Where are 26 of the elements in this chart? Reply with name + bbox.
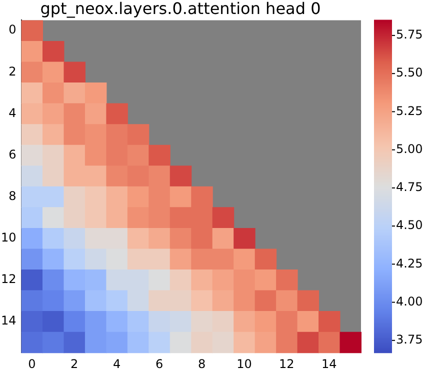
- color-bar-label: 4.75: [396, 180, 423, 194]
- y-tick-label: 0: [8, 22, 16, 37]
- x-tick-label: 2: [70, 356, 78, 371]
- y-tick-label: 12: [0, 272, 16, 286]
- y-tick-label: 10: [0, 230, 16, 244]
- color-bar-label: 4.25: [396, 256, 423, 270]
- y-tick-label: 2: [8, 64, 16, 78]
- x-tick-label: 6: [155, 356, 164, 371]
- color-bar-label: 5.75: [396, 28, 423, 42]
- x-tick-label: 0: [28, 356, 36, 371]
- x-tick-label: 10: [236, 356, 252, 371]
- y-tick-label: 8: [8, 188, 16, 203]
- chart-title: gpt_neox.layers.0.attention head 0: [40, 0, 321, 18]
- color-bar-label: 5.00: [396, 142, 423, 156]
- y-tick-label: 4: [8, 106, 16, 120]
- y-tick-label: 6: [8, 147, 16, 162]
- x-tick-label: 4: [113, 356, 121, 371]
- color-bar-label: 5.50: [396, 66, 423, 80]
- color-bar-label: 4.50: [396, 218, 423, 232]
- color-bar-label: 3.75: [396, 332, 423, 347]
- x-tick-label: 12: [279, 356, 294, 371]
- color-bar-label: 5.25: [396, 104, 423, 118]
- x-tick-label: 14: [322, 356, 337, 371]
- x-tick-label: 8: [198, 356, 206, 371]
- y-tick-label: 14: [0, 314, 16, 328]
- color-bar-label: 4.00: [396, 294, 423, 308]
